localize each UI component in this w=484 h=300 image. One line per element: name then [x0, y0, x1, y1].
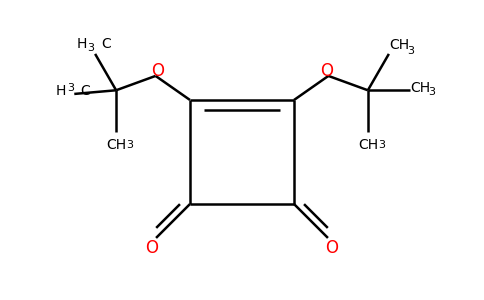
Text: O: O — [320, 62, 333, 80]
Text: CH: CH — [358, 138, 378, 152]
Text: CH: CH — [106, 138, 126, 152]
Text: O: O — [146, 239, 159, 257]
Text: 3: 3 — [88, 43, 95, 53]
Text: H: H — [77, 37, 87, 51]
Text: C: C — [101, 37, 111, 51]
Text: H: H — [56, 84, 66, 98]
Text: CH: CH — [410, 81, 430, 95]
Text: O: O — [151, 62, 164, 80]
Text: CH: CH — [389, 38, 409, 52]
Text: 3: 3 — [378, 140, 385, 150]
Text: 3: 3 — [407, 46, 414, 56]
Text: 3: 3 — [127, 140, 134, 150]
Text: 3: 3 — [67, 83, 74, 93]
Text: O: O — [325, 239, 338, 257]
Text: C: C — [80, 84, 90, 98]
Text: 3: 3 — [428, 87, 435, 97]
